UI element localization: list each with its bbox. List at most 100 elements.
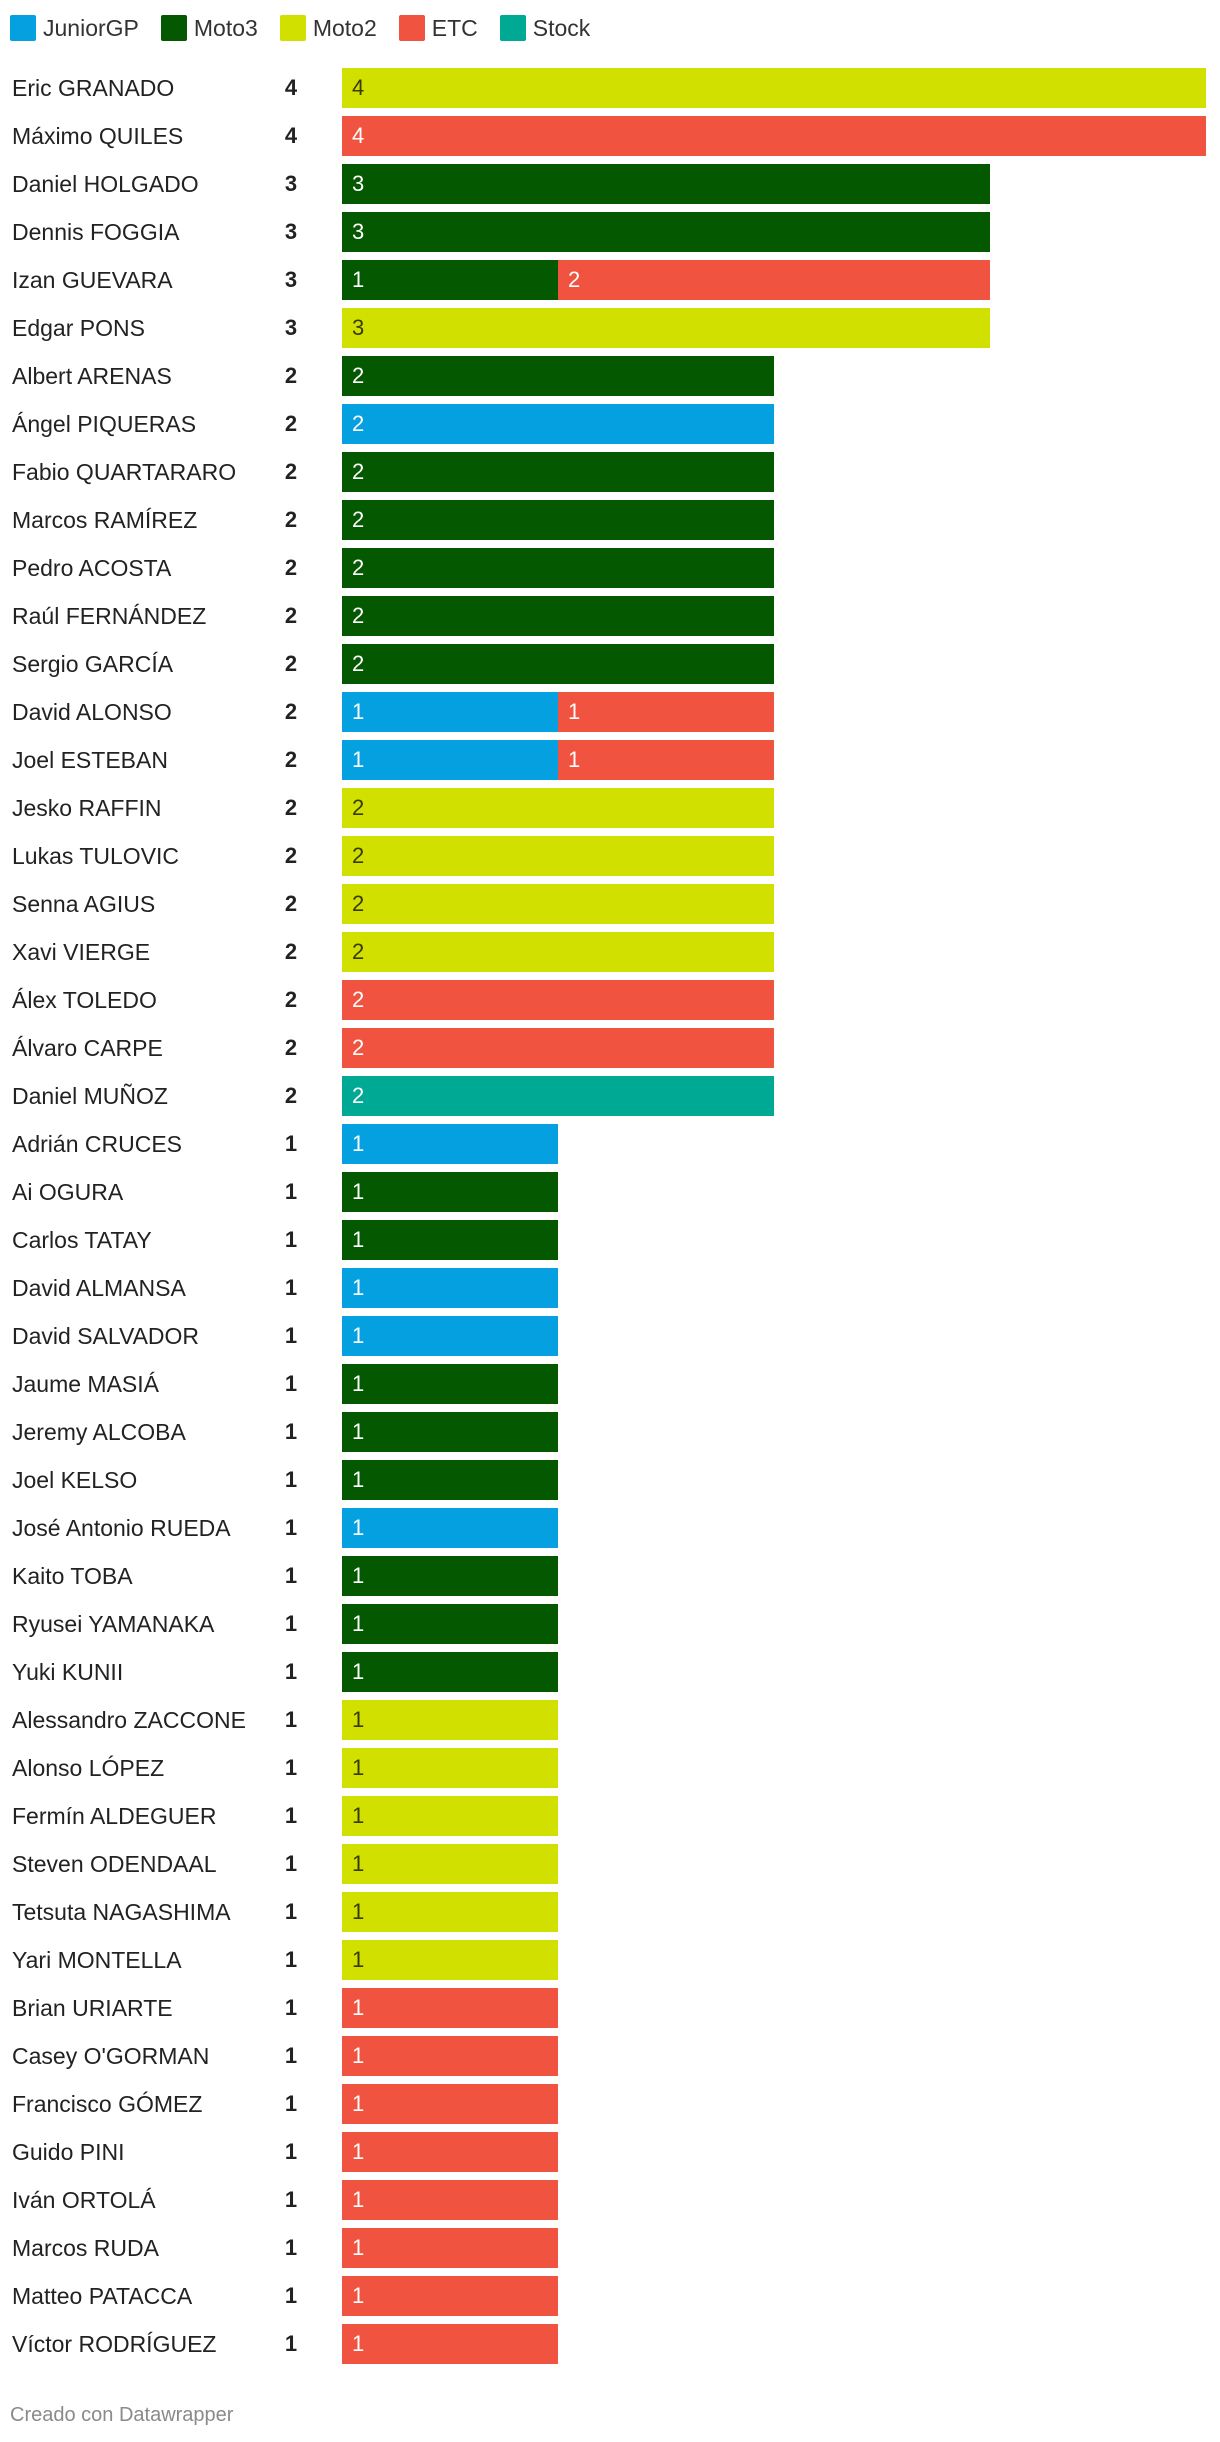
bar-value-label: 1 [568, 747, 581, 772]
bar-value-label: 4 [352, 75, 365, 100]
bar-value-label: 2 [352, 459, 365, 484]
bar-track: 4 [342, 116, 1206, 156]
bar-row: Brian URIARTE 1 1 [0, 1988, 1220, 2036]
rider-name: Alessandro ZACCONE [12, 1707, 246, 1733]
rider-name: Yari MONTELLA [12, 1947, 182, 1973]
bar-track: 1 [342, 1796, 1206, 1836]
bar-row: Pedro ACOSTA 2 2 [0, 548, 1220, 596]
bar-track: 1 [342, 1172, 1206, 1212]
bar-segment-etc: 1 [558, 740, 774, 780]
rider-total: 2 [284, 1035, 298, 1060]
bar-row: David ALMANSA 1 1 [0, 1268, 1220, 1316]
bar-track: 1 [342, 1892, 1206, 1932]
bar-track: 1 [342, 1604, 1206, 1644]
bar-track: 1 [342, 2276, 1206, 2316]
rider-name: Álvaro CARPE [12, 1035, 163, 1061]
bar-row: Matteo PATACCA 1 1 [0, 2276, 1220, 2324]
rider-name: Kaito TOBA [12, 1563, 133, 1589]
legend-item-stock: Stock [499, 14, 591, 42]
legend-label: Stock [532, 14, 591, 41]
bar-track: 1 [342, 1508, 1206, 1548]
bar-row: Fabio QUARTARARO 2 2 [0, 452, 1220, 500]
rider-name: Albert ARENAS [12, 363, 172, 389]
legend-label: Moto2 [312, 14, 377, 41]
bar-value-label: 1 [352, 1611, 365, 1636]
bar-track: 2 [342, 404, 1206, 444]
rider-name: Izan GUEVARA [12, 267, 173, 293]
rider-total: 3 [284, 171, 298, 196]
rider-total: 1 [284, 1659, 298, 1684]
rider-name: Iván ORTOLÁ [12, 2187, 156, 2213]
bar-value-label: 2 [352, 651, 365, 676]
bar-track: 2 [342, 356, 1206, 396]
bar-track: 1 [342, 1460, 1206, 1500]
bar-row: Marcos RAMÍREZ 2 2 [0, 500, 1220, 548]
bar-value-label: 1 [352, 2043, 365, 2068]
rider-total: 1 [284, 2091, 298, 2116]
rider-total: 1 [284, 1515, 298, 1540]
bar-segment-moto3: 1 [342, 1460, 558, 1500]
rider-name: Matteo PATACCA [12, 2283, 193, 2309]
bar-segment-juniorgp: 1 [342, 692, 558, 732]
rider-total: 4 [284, 75, 298, 100]
bar-row: Joel ESTEBAN 2 1 1 [0, 740, 1220, 788]
rider-total: 2 [284, 507, 298, 532]
rider-total: 2 [284, 603, 298, 628]
rider-total: 1 [284, 1467, 298, 1492]
bar-track: 1 [342, 2132, 1206, 2172]
bar-value-label: 2 [568, 267, 581, 292]
rider-name: Brian URIARTE [12, 1995, 173, 2021]
bar-track: 1 [342, 2036, 1206, 2076]
rider-name: Ángel PIQUERAS [12, 411, 197, 437]
rider-total: 3 [284, 219, 298, 244]
bar-value-label: 1 [352, 1275, 365, 1300]
rider-total: 2 [284, 651, 298, 676]
rider-name: Álex TOLEDO [12, 987, 157, 1013]
bar-segment-moto3: 2 [342, 452, 774, 492]
bar-value-label: 1 [352, 1851, 365, 1876]
rider-name: David SALVADOR [12, 1323, 200, 1349]
bar-segment-moto2: 2 [342, 836, 774, 876]
rider-total: 1 [284, 2283, 298, 2308]
rider-total: 2 [284, 411, 298, 436]
rider-total: 2 [284, 555, 298, 580]
bar-value-label: 1 [352, 1659, 365, 1684]
bar-segment-moto2: 2 [342, 932, 774, 972]
bar-row: Ai OGURA 1 1 [0, 1172, 1220, 1220]
bar-row: Yari MONTELLA 1 1 [0, 1940, 1220, 1988]
bar-row: Sergio GARCÍA 2 2 [0, 644, 1220, 692]
rider-name: Steven ODENDAAL [12, 1851, 217, 1877]
bar-segment-etc: 1 [342, 2036, 558, 2076]
rider-total: 1 [284, 1707, 298, 1732]
bar-row: Yuki KUNII 1 1 [0, 1652, 1220, 1700]
rider-name: Fermín ALDEGUER [12, 1803, 217, 1829]
bar-track: 2 [342, 788, 1206, 828]
rider-total: 1 [284, 2331, 298, 2356]
bar-row: David ALONSO 2 1 1 [0, 692, 1220, 740]
bar-value-label: 1 [352, 1803, 365, 1828]
rider-name: Raúl FERNÁNDEZ [12, 603, 207, 629]
rider-total: 1 [284, 1851, 298, 1876]
rider-name: Pedro ACOSTA [12, 555, 172, 581]
bar-row: Jaume MASIÁ 1 1 [0, 1364, 1220, 1412]
bar-segment-etc: 1 [342, 2324, 558, 2364]
bar-value-label: 1 [352, 1755, 365, 1780]
rider-total: 2 [284, 795, 298, 820]
legend-label: Moto3 [193, 14, 258, 41]
rider-name: Dennis FOGGIA [12, 219, 180, 245]
bar-value-label: 1 [352, 1947, 365, 1972]
bar-segment-moto2: 1 [342, 1700, 558, 1740]
bar-segment-etc: 1 [342, 1988, 558, 2028]
bar-track: 1 [342, 1268, 1206, 1308]
rider-total: 1 [284, 1131, 298, 1156]
bar-segment-etc: 2 [558, 260, 990, 300]
bar-track: 1 [342, 1124, 1206, 1164]
bar-value-label: 1 [352, 1371, 365, 1396]
credit-note: Creado con Datawrapper [10, 2404, 234, 2426]
rider-name: Jeremy ALCOBA [12, 1419, 186, 1445]
rider-total: 1 [284, 1275, 298, 1300]
legend-item-moto3: Moto3 [160, 14, 258, 42]
legend-item-juniorgp: JuniorGP [10, 15, 139, 42]
rider-total: 2 [284, 363, 298, 388]
